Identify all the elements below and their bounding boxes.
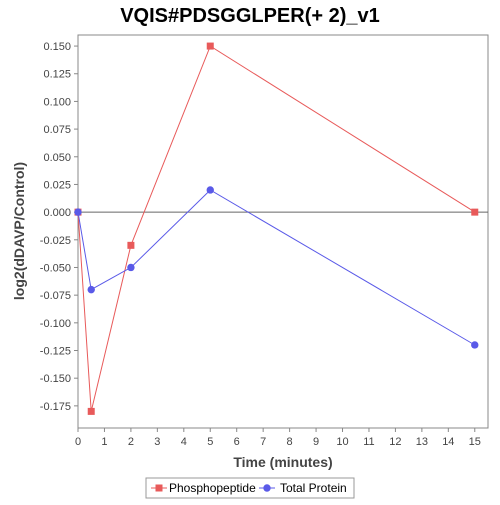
- x-tick-label: 6: [234, 436, 240, 448]
- x-tick-label: 5: [207, 436, 213, 448]
- legend-marker-total-protein: [263, 484, 271, 492]
- data-point-total-protein: [127, 263, 135, 272]
- plot-area: [77, 34, 489, 429]
- data-point-total-protein: [471, 341, 479, 349]
- y-tick-label: -0.175: [40, 401, 71, 413]
- legend-marker-phosphopeptide: [155, 484, 163, 492]
- y-tick-label: -0.075: [40, 290, 71, 302]
- data-point-total-protein: [74, 208, 82, 216]
- legend-box: [145, 477, 355, 499]
- x-tick-label: 2: [128, 436, 134, 448]
- data-point-phosphopeptide: [206, 42, 214, 50]
- x-tick-label: 11: [363, 436, 374, 448]
- x-tick-label: 9: [313, 436, 319, 448]
- x-tick-label: 1: [101, 436, 107, 448]
- x-tick-label: 10: [336, 436, 348, 448]
- x-tick-label: 8: [287, 436, 293, 448]
- legend-item-phosphopeptide: Phosphopeptide: [151, 481, 256, 495]
- y-tick-label: 0.100: [43, 96, 71, 108]
- y-tick-label: -0.100: [40, 318, 71, 330]
- y-tick-label: -0.050: [40, 262, 71, 274]
- y-tick-label: -0.125: [40, 346, 71, 358]
- data-point-total-protein: [206, 186, 214, 194]
- x-tick-label: 12: [389, 436, 401, 448]
- x-axis-label: Time (minutes): [233, 454, 332, 470]
- x-tick-label: 4: [181, 436, 187, 448]
- data-point-phosphopeptide: [87, 407, 95, 415]
- data-point-total-protein: [87, 285, 95, 294]
- legend-label-phosphopeptide: Phosphopeptide: [169, 481, 256, 495]
- y-tick-label: 0.025: [43, 179, 71, 191]
- chart-title: VQIS#PDSGGLPER(+ 2)_v1: [120, 5, 380, 27]
- x-tick-label: 15: [469, 436, 481, 448]
- legend-label-total-protein: Total Protein: [280, 481, 347, 495]
- y-tick-label: -0.150: [40, 373, 71, 385]
- x-tick-label: 14: [442, 436, 454, 448]
- x-axis: 0 1 2 3 4 5 6 7 8 9 10 11 12 13 14 15: [75, 428, 481, 448]
- y-tick-label: 0.075: [43, 124, 71, 136]
- y-tick-label: 0.150: [43, 41, 71, 53]
- data-point-phosphopeptide: [471, 208, 479, 216]
- y-axis: 0.150 0.125 0.100 0.075 0.050 0.025 0.000 -0.02…: [40, 41, 78, 413]
- data-point-phosphopeptide: [127, 241, 135, 249]
- series-layer: [74, 42, 479, 415]
- legend: Phosphopeptide Total Protein: [145, 477, 355, 499]
- series-total-protein: [74, 186, 479, 349]
- x-tick-label: 0: [75, 436, 81, 448]
- x-tick-label: 7: [260, 436, 266, 448]
- y-tick-label: 0.125: [43, 69, 71, 81]
- y-tick-label: -0.025: [40, 235, 71, 247]
- y-tick-label: 0.000: [43, 207, 71, 219]
- x-tick-label: 3: [154, 436, 160, 448]
- legend-item-total-protein: Total Protein: [259, 481, 347, 495]
- y-axis-label: log2(dDAVP/Control): [11, 162, 27, 300]
- y-tick-label: 0.050: [43, 152, 71, 164]
- x-tick-label: 13: [416, 436, 428, 448]
